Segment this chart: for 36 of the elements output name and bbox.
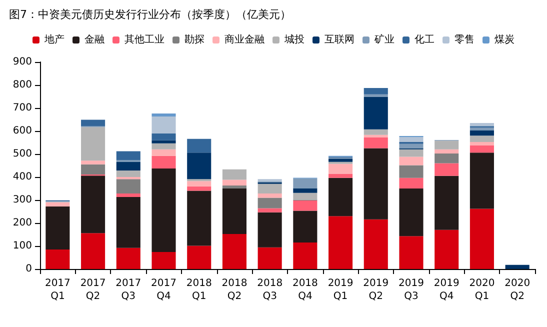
y-tick-label: 900 bbox=[12, 56, 32, 68]
legend-label: 零售 bbox=[454, 34, 474, 46]
chart-title: 图7：中资美元债历史发行行业分布（按季度）（亿美元） bbox=[9, 8, 291, 21]
legend-label: 矿业 bbox=[374, 34, 394, 46]
x-tick-label: 2018 Q1 bbox=[186, 278, 212, 302]
x-tick-label: 2018 Q4 bbox=[292, 278, 318, 302]
legend-label: 互联网 bbox=[324, 34, 354, 46]
legend-label: 城投 bbox=[284, 34, 304, 46]
y-tick-label: 600 bbox=[12, 126, 32, 136]
legend-label: 商业金融 bbox=[224, 34, 264, 46]
x-tick-label: 2017 Q1 bbox=[44, 278, 70, 302]
y-tick-label: 200 bbox=[12, 218, 32, 228]
x-tick-label: 2017 Q3 bbox=[116, 278, 142, 302]
x-tick-label: 2018 Q3 bbox=[257, 278, 283, 302]
x-tick-label: 2019 Q2 bbox=[363, 278, 389, 302]
y-tick-label: 300 bbox=[12, 194, 32, 206]
legend-label: 其他工业 bbox=[124, 34, 164, 46]
x-tick-label: 2018 Q2 bbox=[222, 278, 248, 302]
y-tick-label: 0 bbox=[26, 264, 32, 274]
x-tick-label: 2017 Q2 bbox=[80, 278, 106, 302]
y-tick-label: 400 bbox=[12, 172, 32, 182]
x-tick-label: 2020 Q2 bbox=[504, 278, 530, 302]
legend-label: 金融 bbox=[84, 34, 104, 46]
legend-label: 煤炭 bbox=[494, 34, 514, 46]
x-tick-label: 2017 Q4 bbox=[151, 278, 176, 302]
y-tick-label: 700 bbox=[12, 102, 32, 114]
y-tick-label: 100 bbox=[12, 240, 32, 252]
x-tick-label: 2019 Q1 bbox=[328, 278, 354, 302]
legend-label: 化工 bbox=[414, 34, 434, 46]
x-tick-label: 2019 Q4 bbox=[434, 278, 460, 302]
y-tick-label: 500 bbox=[12, 148, 32, 160]
legend-label: 勘探 bbox=[184, 34, 204, 46]
x-tick-label: 2019 Q3 bbox=[398, 278, 424, 302]
legend-label: 地产 bbox=[44, 34, 64, 46]
x-tick-label: 2020 Q1 bbox=[469, 278, 495, 302]
y-tick-label: 800 bbox=[12, 80, 32, 90]
